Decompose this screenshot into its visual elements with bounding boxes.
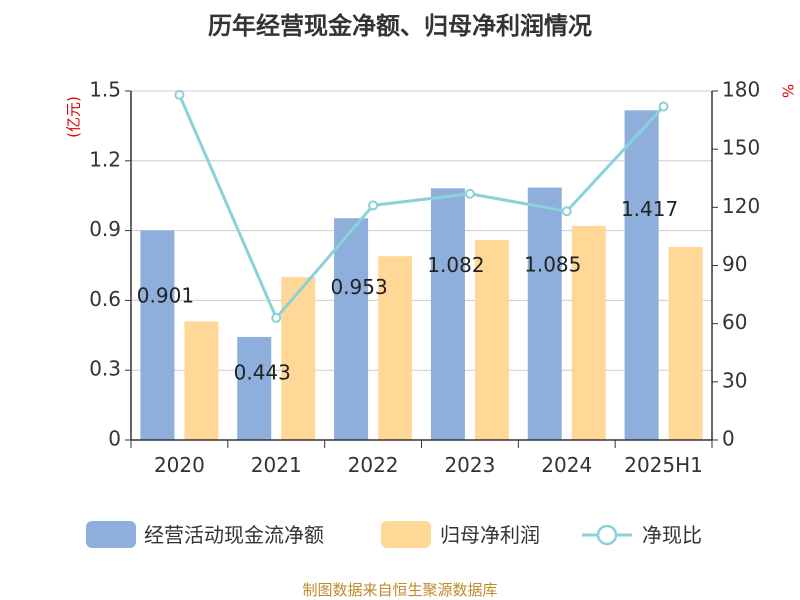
ratio-point [464, 188, 475, 199]
left-tick-label: 1.5 [89, 78, 121, 102]
x-tick-label: 2021 [251, 453, 302, 477]
right-tick-label: 30 [722, 368, 747, 392]
x-tick-label: 2025H1 [624, 453, 703, 477]
x-tick-label: 2022 [348, 453, 399, 477]
legend-swatch-netprofit [381, 521, 431, 548]
x-tick-label: 2024 [541, 453, 592, 477]
bar-netprofit [281, 277, 316, 440]
bar-cashflow [430, 188, 465, 440]
right-axis-unit: % [779, 84, 797, 98]
bar-cashflow [237, 336, 272, 440]
data-label: 1.417 [621, 197, 678, 221]
right-tick-label: 90 [722, 252, 747, 276]
bar-netprofit [474, 239, 509, 440]
legend: 经营活动现金流净额 归母净利润 净现比 [86, 521, 702, 548]
data-label: 0.953 [330, 275, 387, 299]
axes: 0 0.3 0.6 0.9 1.2 1.5 0 30 60 90 120 150 180 2020 2021… [89, 78, 760, 478]
bar-netprofit [668, 246, 703, 440]
bar-cashflow [624, 110, 659, 440]
legend-label-netprofit: 归母净利润 [440, 523, 540, 547]
data-label: 1.082 [427, 253, 484, 277]
left-tick-label: 0 [108, 427, 121, 451]
left-tick-label: 0.3 [89, 357, 121, 381]
left-axis-unit: (亿元) [65, 96, 83, 138]
bar-cashflow [527, 187, 562, 440]
bar-cashflow [140, 230, 175, 440]
ratio-point [174, 89, 185, 100]
ratio-point [658, 101, 669, 112]
bars [140, 110, 703, 440]
data-label: 0.901 [137, 284, 194, 308]
ratio-polyline [178, 94, 665, 321]
bar-netprofit [184, 321, 219, 440]
chart-title: 历年经营现金净额、归母净利润情况 [208, 12, 592, 40]
ratio-point [561, 206, 572, 217]
bar-netprofit [571, 225, 606, 440]
bar-cashflow [334, 218, 369, 440]
data-source: 制图数据来自恒生聚源数据库 [302, 581, 497, 599]
left-tick-label: 0.6 [89, 287, 121, 311]
ratio-point [271, 312, 282, 323]
right-tick-label: 60 [722, 310, 747, 334]
ratio-point [368, 200, 379, 211]
left-tick-label: 0.9 [89, 217, 121, 241]
x-tick-label: 2020 [154, 453, 205, 477]
right-tick-label: 150 [722, 136, 760, 160]
ratio-line [174, 89, 669, 323]
legend-label-cashflow: 经营活动现金流净额 [144, 523, 324, 547]
legend-swatch-cashflow [86, 521, 136, 548]
bar-netprofit [378, 256, 413, 440]
right-tick-label: 120 [722, 194, 760, 218]
x-tick-label: 2023 [444, 453, 495, 477]
right-tick-label: 180 [722, 78, 760, 102]
legend-marker-ratio [596, 524, 618, 546]
legend-label-ratio: 净现比 [642, 523, 702, 547]
left-tick-label: 1.2 [89, 147, 121, 171]
right-tick-label: 0 [722, 427, 735, 451]
data-label: 1.085 [524, 253, 581, 277]
data-label: 0.443 [234, 360, 291, 384]
data-labels: 0.901 0.443 0.953 1.082 1.085 1.417 [137, 197, 678, 384]
